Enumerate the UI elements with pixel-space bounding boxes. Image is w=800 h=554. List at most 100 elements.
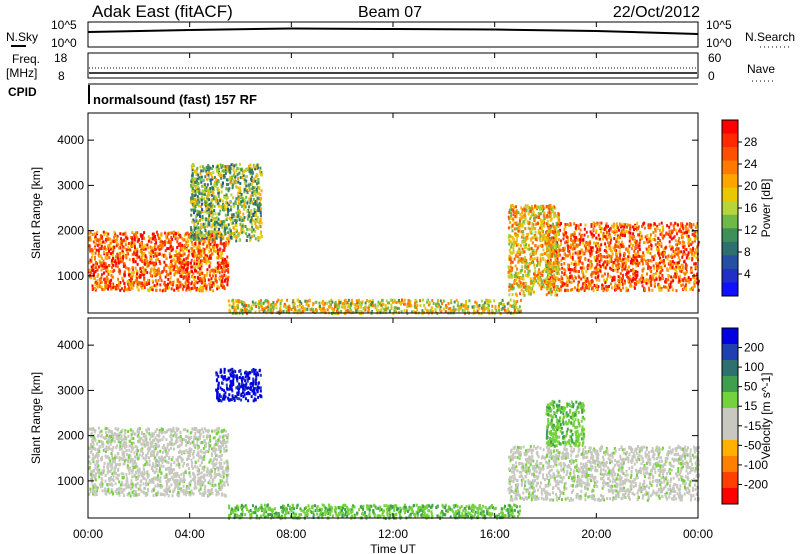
data-cell [167,238,170,242]
data-cell [140,245,143,249]
data-cell [684,285,687,289]
data-cell [191,270,194,274]
data-cell [143,252,146,256]
data-cell [220,165,223,169]
data-cell [256,217,259,221]
data-cell [237,167,240,171]
data-cell [166,247,169,251]
data-cell [620,240,623,244]
data-cell [618,266,620,270]
data-cell [214,225,216,229]
data-cell [260,299,262,302]
data-cell [647,223,650,227]
data-cell [513,257,516,261]
data-cell [96,274,99,278]
data-cell [192,252,195,256]
data-cell [223,219,226,223]
data-cell [142,270,145,274]
data-cell [371,299,374,302]
data-cell [242,173,245,177]
data-cell [603,234,605,238]
data-cell [183,233,186,237]
data-cell [487,299,490,303]
data-cell [545,293,548,297]
data-cell [202,225,204,229]
data-cell [113,268,116,272]
data-cell [254,229,257,233]
data-cell [674,239,677,243]
data-cell [390,303,393,307]
data-cell [257,191,260,195]
data-cell [508,208,511,212]
data-cell [623,225,626,229]
data-cell [285,309,288,313]
data-cell [190,240,193,244]
data-cell [144,283,146,287]
data-cell [350,309,353,313]
data-cell [510,273,513,277]
data-cell [186,240,189,243]
data-cell [221,284,224,288]
data-cell [196,195,199,199]
data-cell [657,243,660,247]
data-cell [127,242,130,245]
data-cell [580,268,583,272]
data-cell [189,200,192,204]
data-cell [260,221,263,225]
data-cell [118,271,121,275]
data-cell [597,242,600,246]
data-cell [629,277,632,281]
data-cell [641,262,644,266]
data-cell [226,237,229,241]
data-cell [263,300,266,304]
data-cell [685,286,688,290]
data-cell [253,190,256,193]
data-cell [560,243,562,247]
data-cell [642,222,645,226]
data-cell [550,268,552,272]
data-cell [223,196,226,199]
data-cell [537,270,540,274]
data-cell [191,254,194,258]
data-cell [229,208,232,212]
data-cell [206,195,209,199]
data-cell [629,227,632,231]
data-cell [175,265,178,269]
data-cell [199,259,202,263]
data-cell [634,241,637,245]
data-cell [337,305,340,309]
data-cell [662,236,665,240]
data-cell [94,287,96,290]
data-cell [571,252,574,256]
data-cell [170,287,173,291]
data-cell [230,206,233,210]
data-cell [200,265,203,269]
data-cell [532,281,535,285]
data-cell [661,234,664,238]
data-cell [197,251,200,255]
data-cell [680,284,683,287]
data-cell [193,211,195,215]
data-cell [377,300,380,304]
data-cell [616,240,619,244]
data-cell [452,305,455,309]
data-cell [693,254,696,258]
data-cell [381,298,384,302]
data-cell [201,202,203,206]
data-cell [205,244,208,248]
data-cell [185,278,188,282]
data-cell [194,241,197,245]
data-cell [642,276,645,280]
data-cell [240,228,243,232]
data-cell [682,283,685,287]
data-cell [563,231,566,235]
data-cell [208,189,211,193]
data-cell [624,265,627,269]
data-cell [577,226,580,230]
data-cell [253,197,255,201]
data-cell [533,257,536,261]
data-cell [180,271,183,275]
data-cell [568,265,570,269]
data-cell [258,196,260,200]
data-cell [685,248,688,252]
